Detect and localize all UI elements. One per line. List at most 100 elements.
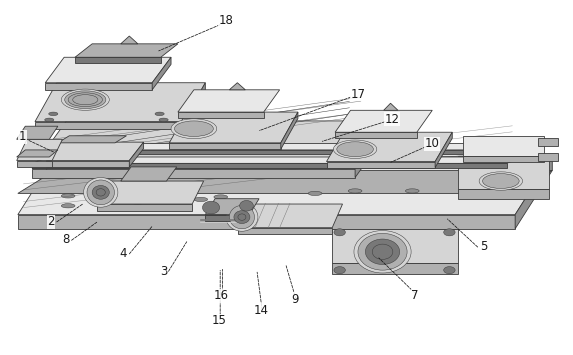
- Ellipse shape: [238, 214, 246, 220]
- Ellipse shape: [49, 112, 58, 116]
- Polygon shape: [458, 156, 550, 189]
- Polygon shape: [46, 142, 144, 160]
- Ellipse shape: [65, 91, 106, 109]
- Ellipse shape: [84, 178, 118, 207]
- Polygon shape: [462, 136, 544, 156]
- Ellipse shape: [87, 180, 115, 205]
- Polygon shape: [18, 215, 515, 229]
- Text: 8: 8: [62, 233, 70, 246]
- Polygon shape: [152, 57, 171, 90]
- Ellipse shape: [96, 189, 105, 196]
- Ellipse shape: [240, 201, 253, 211]
- Polygon shape: [32, 157, 524, 163]
- Polygon shape: [332, 263, 458, 274]
- Ellipse shape: [155, 112, 164, 116]
- Text: 4: 4: [120, 247, 127, 260]
- Ellipse shape: [334, 267, 346, 274]
- Polygon shape: [435, 132, 452, 168]
- Ellipse shape: [479, 172, 523, 190]
- Polygon shape: [58, 136, 127, 143]
- Polygon shape: [45, 83, 152, 90]
- Polygon shape: [538, 138, 558, 146]
- Text: 2: 2: [47, 215, 55, 228]
- Polygon shape: [169, 143, 281, 149]
- Ellipse shape: [358, 233, 407, 270]
- Ellipse shape: [61, 194, 75, 198]
- Polygon shape: [515, 156, 552, 229]
- Ellipse shape: [532, 166, 544, 171]
- Ellipse shape: [334, 229, 346, 236]
- Polygon shape: [129, 142, 144, 167]
- Ellipse shape: [372, 244, 393, 260]
- Ellipse shape: [366, 239, 400, 264]
- Polygon shape: [281, 112, 298, 149]
- Polygon shape: [17, 160, 52, 167]
- Ellipse shape: [532, 161, 544, 166]
- Ellipse shape: [194, 197, 207, 202]
- Ellipse shape: [348, 189, 362, 193]
- Polygon shape: [327, 162, 435, 168]
- Ellipse shape: [444, 229, 455, 236]
- Polygon shape: [538, 153, 558, 160]
- Ellipse shape: [61, 204, 75, 208]
- Polygon shape: [18, 170, 552, 193]
- Polygon shape: [229, 83, 245, 90]
- Ellipse shape: [462, 187, 476, 191]
- Text: 5: 5: [480, 240, 488, 253]
- Polygon shape: [327, 132, 452, 162]
- Polygon shape: [205, 215, 249, 221]
- Polygon shape: [332, 229, 458, 263]
- Ellipse shape: [337, 142, 374, 157]
- Ellipse shape: [229, 206, 254, 229]
- Ellipse shape: [61, 89, 109, 110]
- Polygon shape: [35, 83, 205, 122]
- Polygon shape: [46, 160, 129, 167]
- Ellipse shape: [405, 189, 419, 193]
- Ellipse shape: [333, 140, 377, 158]
- Polygon shape: [169, 112, 298, 143]
- Text: 10: 10: [425, 137, 439, 151]
- Polygon shape: [205, 199, 259, 215]
- Polygon shape: [121, 36, 138, 44]
- Polygon shape: [35, 122, 183, 129]
- Ellipse shape: [308, 191, 322, 196]
- Polygon shape: [41, 143, 532, 150]
- Polygon shape: [17, 139, 62, 160]
- Polygon shape: [238, 204, 343, 228]
- Ellipse shape: [171, 119, 217, 138]
- Polygon shape: [32, 163, 507, 168]
- Polygon shape: [32, 169, 355, 178]
- Ellipse shape: [159, 118, 168, 122]
- Polygon shape: [45, 57, 171, 83]
- Polygon shape: [97, 181, 203, 204]
- Polygon shape: [41, 150, 515, 154]
- Text: 3: 3: [160, 265, 167, 278]
- Text: 7: 7: [411, 289, 419, 302]
- Ellipse shape: [131, 200, 145, 204]
- Polygon shape: [335, 110, 432, 132]
- Ellipse shape: [482, 184, 496, 189]
- Polygon shape: [75, 57, 161, 62]
- Polygon shape: [335, 132, 417, 138]
- Text: 1: 1: [19, 130, 26, 143]
- Polygon shape: [121, 167, 176, 181]
- Polygon shape: [97, 204, 192, 211]
- Ellipse shape: [214, 195, 227, 199]
- Ellipse shape: [202, 201, 219, 214]
- Polygon shape: [178, 90, 280, 112]
- Ellipse shape: [45, 118, 54, 122]
- Ellipse shape: [68, 93, 103, 106]
- Text: 15: 15: [211, 314, 226, 327]
- Text: 9: 9: [291, 293, 299, 306]
- Polygon shape: [17, 126, 58, 139]
- Polygon shape: [462, 156, 544, 162]
- Text: 12: 12: [384, 113, 400, 126]
- Polygon shape: [18, 156, 552, 215]
- Polygon shape: [75, 44, 178, 57]
- Ellipse shape: [354, 230, 411, 273]
- Ellipse shape: [174, 121, 213, 136]
- Ellipse shape: [234, 211, 250, 224]
- Text: 16: 16: [213, 289, 228, 302]
- Polygon shape: [183, 83, 205, 129]
- Ellipse shape: [73, 95, 98, 105]
